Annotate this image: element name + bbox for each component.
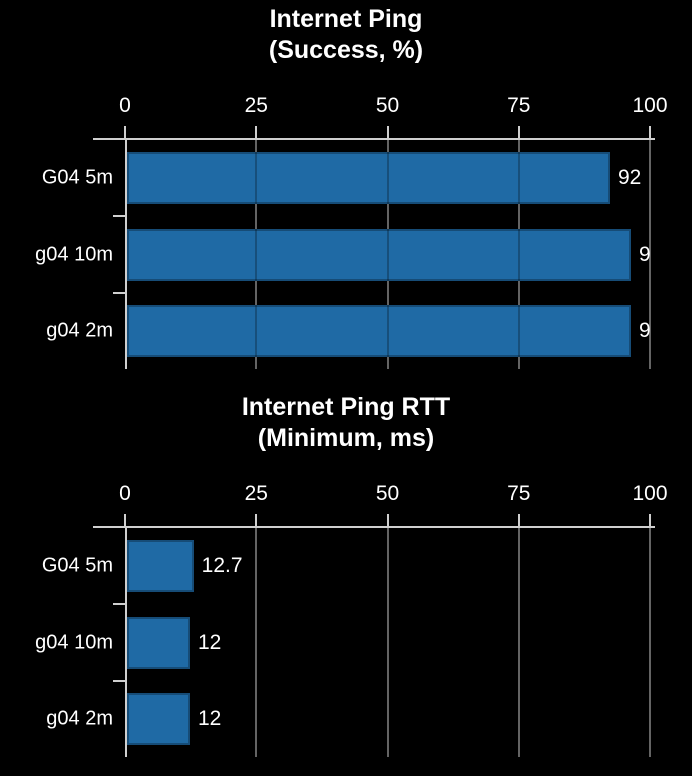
chart-title-line2: (Minimum, ms) [257, 424, 435, 452]
internet-ping-success-chart: Internet Ping (Success, %) 0 25 50 75 100 92 G0… [0, 4, 692, 369]
x-tick-label: 75 [507, 94, 531, 117]
category-label: G04 5m [41, 166, 113, 189]
bar-value-label: 9 [639, 242, 651, 266]
gridline-overlay [517, 528, 520, 757]
x-tick-mark [517, 126, 520, 138]
x-tick-label: 75 [507, 482, 531, 505]
x-tick-label: 0 [119, 94, 131, 117]
x-tick-label: 50 [375, 482, 400, 505]
internet-ping-rtt-chart: Internet Ping RTT (Minimum, ms) 0 25 50 75 10… [0, 388, 692, 776]
bar [127, 228, 631, 281]
gridline-overlay [649, 528, 651, 757]
gridline-overlay [255, 140, 258, 369]
gridline-overlay [517, 140, 520, 369]
x-tick-mark [124, 126, 126, 138]
category-label: G04 5m [41, 554, 113, 577]
x-tick-mark [649, 126, 651, 138]
x-tick-mark [255, 514, 258, 526]
x-tick-label: 0 [119, 482, 131, 505]
x-tick-mark [649, 514, 651, 526]
x-tick-label: 50 [375, 94, 400, 117]
bar-value-label: 92 [618, 166, 642, 190]
bar-value-label: 12 [198, 630, 222, 654]
category-label: g04 2m [46, 707, 113, 730]
y-axis-line [125, 138, 127, 369]
x-tick-mark [517, 514, 520, 526]
category-label: g04 10m [35, 243, 113, 265]
category-tick-mark [113, 679, 125, 682]
chart-title-line1: Internet Ping [269, 5, 423, 33]
gridline-overlay [386, 528, 389, 757]
category-tick-mark [113, 215, 125, 218]
x-tick-mark [386, 126, 389, 138]
y-axis-line [125, 526, 127, 757]
gridline-overlay [255, 528, 258, 757]
bar-value-label: 12.7 [201, 554, 243, 578]
bar-value-label: 9 [639, 318, 651, 342]
gridline-overlay [386, 140, 389, 369]
bar [127, 616, 190, 669]
bar [127, 692, 190, 745]
bar-value-label: 12 [198, 706, 222, 730]
bar [127, 152, 610, 205]
gridline [255, 528, 258, 757]
gridline [386, 528, 389, 757]
x-axis-line [93, 138, 655, 140]
chart-title-line1: Internet Ping RTT [241, 393, 451, 421]
x-tick-label: 100 [632, 482, 668, 505]
chart-title: Internet Ping RTT (Minimum, ms) [0, 392, 692, 454]
category-tick-mark [113, 291, 125, 294]
category-tick-mark [113, 603, 125, 606]
x-tick-label: 25 [244, 482, 268, 505]
x-tick-mark [386, 514, 389, 526]
x-axis-line [93, 526, 655, 528]
chart-title: Internet Ping (Success, %) [0, 4, 692, 66]
x-tick-label: 100 [632, 94, 668, 117]
category-label: g04 2m [46, 319, 113, 342]
x-tick-label: 25 [244, 94, 268, 117]
gridline-overlay [649, 140, 651, 369]
bar [127, 540, 194, 593]
gridline [517, 528, 520, 757]
gridline [649, 528, 651, 757]
chart-title-line2: (Success, %) [268, 36, 424, 64]
category-label: g04 10m [35, 631, 113, 653]
gridline [649, 140, 651, 369]
bar [127, 304, 631, 357]
x-tick-mark [124, 514, 126, 526]
x-tick-mark [255, 126, 258, 138]
